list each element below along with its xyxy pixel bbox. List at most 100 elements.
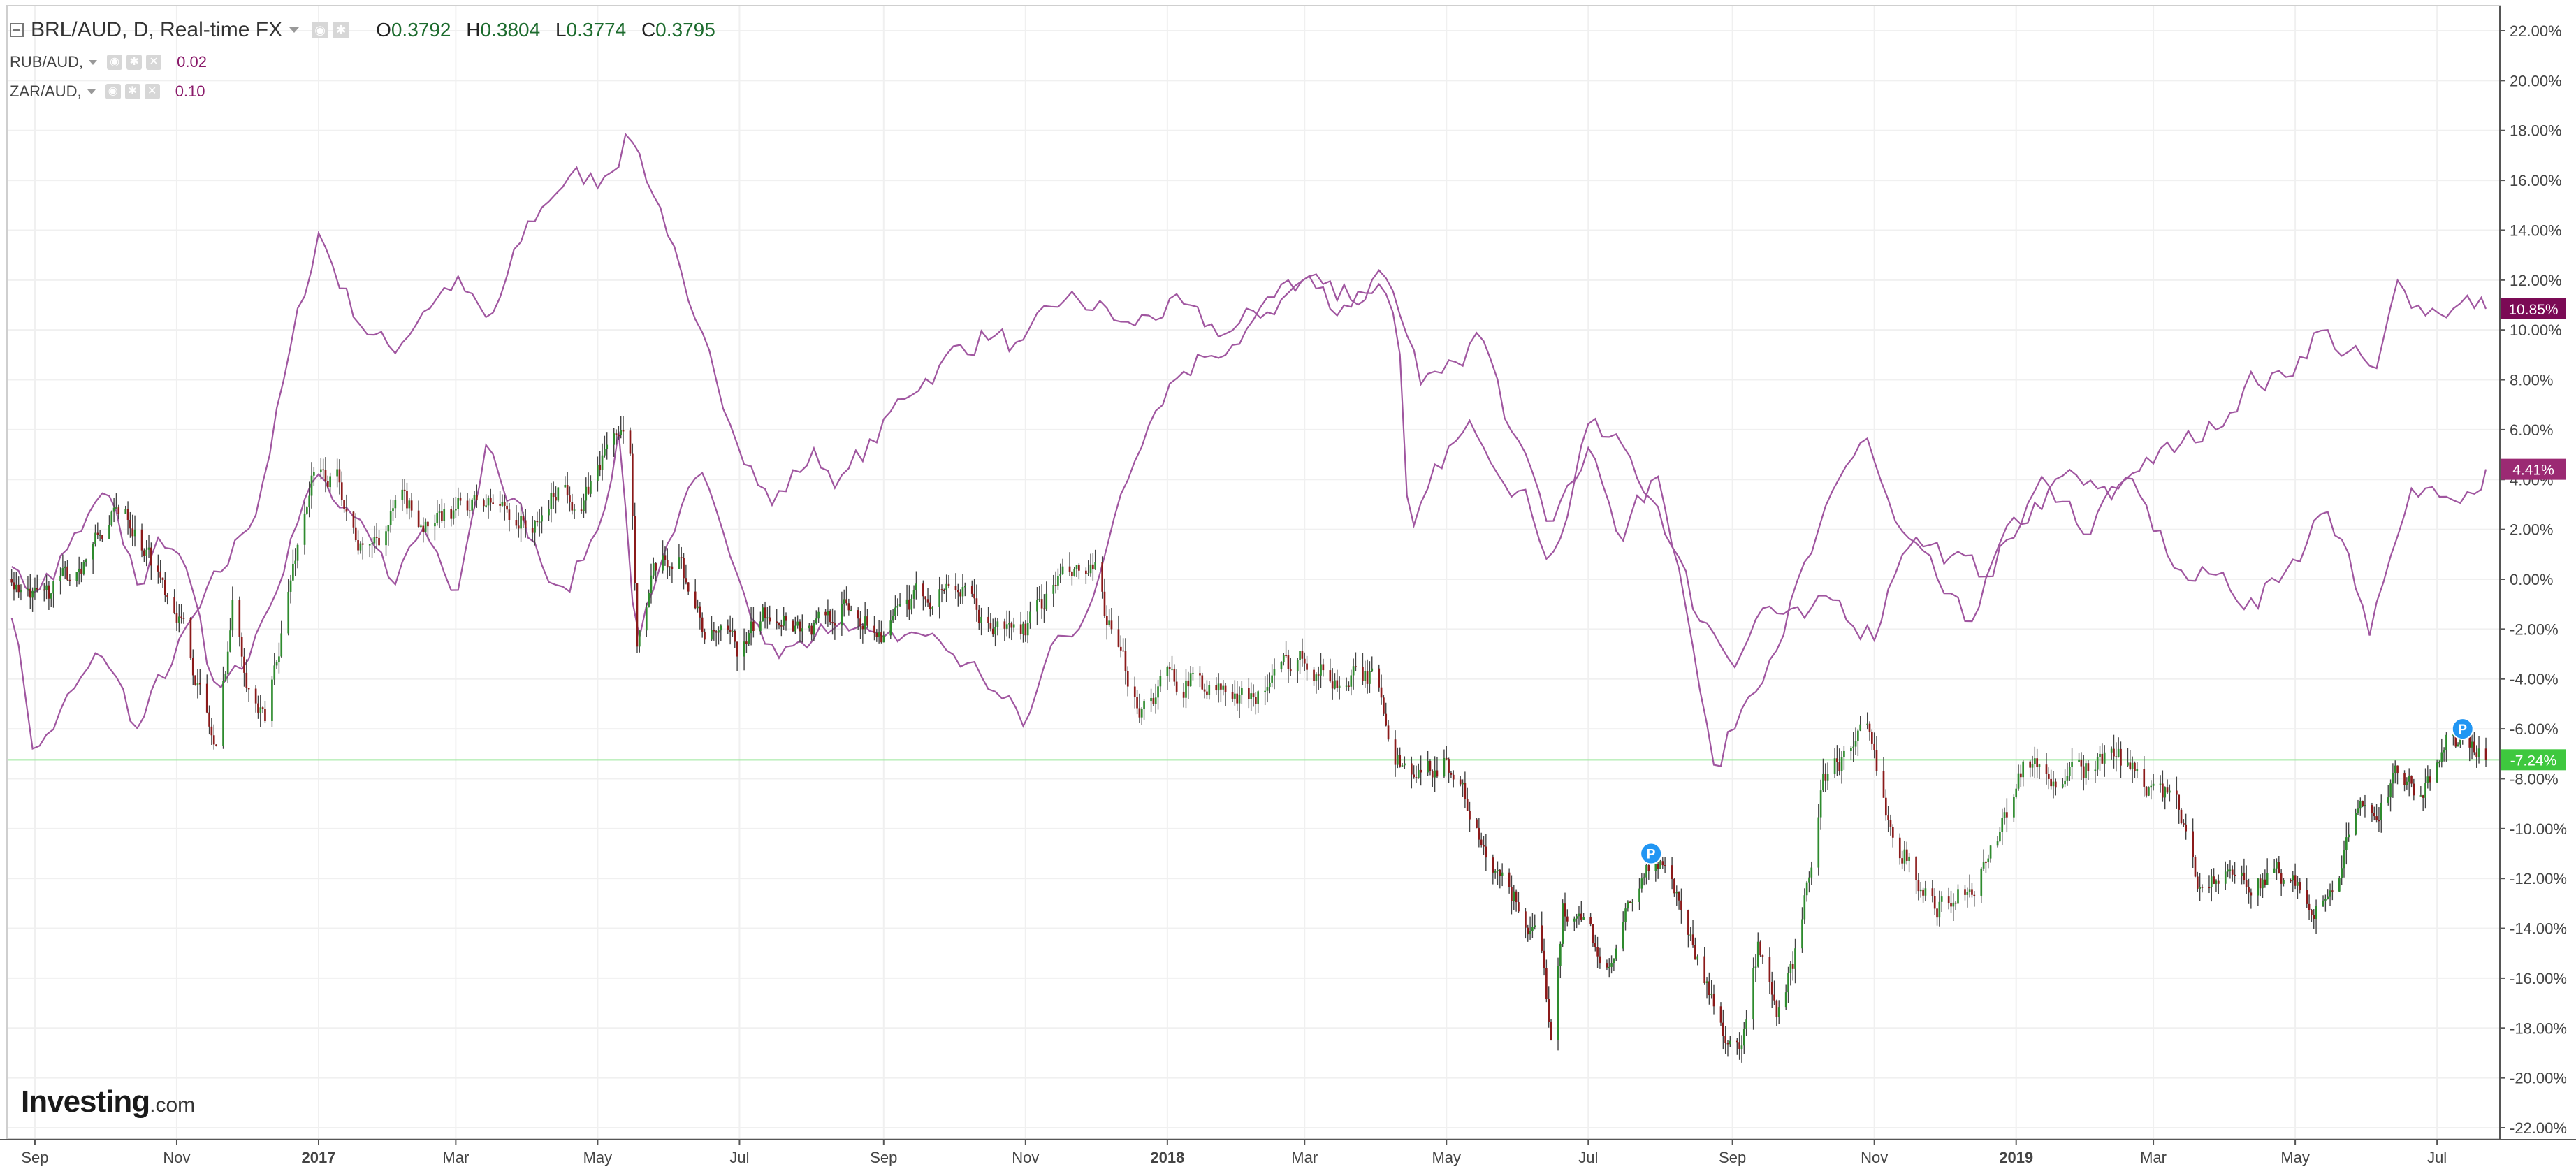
candle-body (678, 557, 681, 569)
candle-body (1322, 664, 1325, 671)
candle-body (1629, 901, 1631, 903)
candle-body (1738, 1042, 1740, 1049)
chevron-down-icon[interactable] (87, 89, 96, 94)
candle-body (1285, 655, 1287, 657)
candle-body (313, 472, 315, 476)
candle-body (2208, 887, 2211, 889)
candle-body (406, 491, 408, 509)
candle-body (1282, 655, 1285, 662)
candle-body (150, 547, 152, 566)
candle-body (924, 596, 927, 600)
candle-body (2113, 748, 2115, 757)
candle-body (2445, 734, 2447, 750)
candle-body (1399, 755, 1402, 767)
candle-body (940, 589, 943, 590)
candle-body (368, 544, 371, 546)
candle-body (1887, 815, 1889, 820)
candle-body (326, 481, 329, 488)
candle-body (2229, 869, 2232, 871)
y-tick-label: -14.00% (2510, 920, 2567, 938)
close-icon[interactable]: ✕ (144, 84, 160, 99)
candle-body (1529, 931, 1531, 935)
candle-body (455, 509, 457, 511)
candle-body (1513, 891, 1515, 901)
candle-body (1562, 903, 1564, 944)
candle-body (143, 550, 145, 556)
candle-body (2127, 762, 2129, 766)
low-value: 0.3774 (566, 19, 627, 41)
candle-body (238, 600, 241, 637)
y-tick-label: -12.00% (2510, 870, 2567, 887)
candle-body (422, 525, 425, 532)
gear-icon[interactable]: ✱ (124, 84, 140, 99)
candle-body (799, 621, 801, 632)
candle-body (1838, 762, 1841, 771)
candle-body (410, 500, 413, 511)
x-tick-label: Jul (1578, 1149, 1598, 1166)
candle-body (1105, 616, 1108, 625)
candle-body (2003, 812, 2006, 818)
candle-body (2047, 774, 2050, 779)
candle-body (2245, 880, 2248, 887)
y-tick-label: -20.00% (2510, 1070, 2567, 1087)
candle-body (1092, 564, 1094, 570)
close-icon[interactable]: ✕ (146, 55, 162, 70)
candle-body (1385, 713, 1388, 726)
chevron-down-icon[interactable] (289, 27, 300, 33)
candle-body (1315, 674, 1318, 681)
candle-body (915, 583, 917, 590)
candle-body (780, 625, 783, 627)
candle-body (1483, 845, 1485, 847)
candle-body (10, 579, 13, 583)
candle-body (1712, 993, 1715, 1007)
eye-icon[interactable]: ◉ (312, 22, 329, 38)
candle-body (1640, 878, 1643, 889)
candle-body (926, 599, 929, 603)
candle-body (210, 726, 213, 736)
candle-body (994, 627, 996, 635)
candle-body (1497, 869, 1499, 871)
candle-body (1501, 872, 1504, 876)
candle-body (622, 430, 625, 432)
candle-body (475, 494, 478, 501)
candle-body (124, 509, 127, 514)
candle-body (718, 630, 720, 633)
candle-body (762, 607, 764, 622)
candle-body (1250, 693, 1253, 699)
candle-body (1410, 763, 1413, 775)
eye-icon[interactable]: ◉ (105, 84, 121, 99)
gear-icon[interactable]: ✱ (333, 22, 350, 38)
chevron-down-icon[interactable] (89, 59, 98, 65)
candle-body (1857, 730, 1859, 741)
candle-body (1557, 966, 1559, 1040)
candle-body (536, 521, 539, 523)
candle-body (824, 611, 827, 616)
candle-body (734, 630, 736, 642)
candle-body (1696, 956, 1699, 960)
candle-body (1136, 697, 1138, 709)
collapse-legend-icon[interactable] (10, 23, 24, 37)
eye-icon[interactable]: ◉ (107, 55, 123, 70)
candle-body (778, 622, 780, 626)
candle-body (2257, 878, 2260, 896)
candle-body (231, 600, 234, 631)
candle-body (2364, 805, 2366, 806)
candle-body (1280, 662, 1283, 669)
candle-body (1599, 956, 1601, 964)
main-series-title: BRL/AUD, D, Real-time FX (31, 18, 283, 41)
candlestick-series-brl-aud (10, 416, 2487, 1063)
candle-body (375, 537, 378, 538)
candle-body (205, 683, 208, 713)
candle-body (794, 625, 796, 632)
candle-body (2315, 906, 2317, 919)
candle-body (785, 616, 787, 621)
candle-body (752, 621, 755, 631)
gear-icon[interactable]: ✱ (126, 55, 143, 70)
candle-body (1615, 948, 1617, 959)
candle-body (303, 513, 306, 545)
candle-body (2394, 765, 2396, 773)
candle-body (1675, 892, 1678, 894)
candle-body (2071, 762, 2073, 767)
pin-label: P (1647, 848, 1656, 862)
